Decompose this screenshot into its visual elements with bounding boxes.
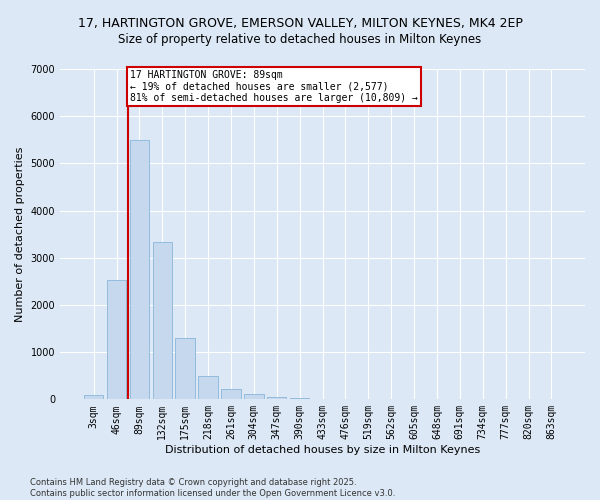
- Bar: [84, 395, 103, 400]
- Bar: [130, 140, 149, 400]
- Bar: [290, 398, 310, 400]
- Text: 17 HARTINGTON GROVE: 89sqm
← 19% of detached houses are smaller (2,577)
81% of s: 17 HARTINGTON GROVE: 89sqm ← 19% of deta…: [130, 70, 418, 103]
- Bar: [221, 389, 241, 400]
- Y-axis label: Number of detached properties: Number of detached properties: [15, 146, 25, 322]
- X-axis label: Distribution of detached houses by size in Milton Keynes: Distribution of detached houses by size …: [165, 445, 480, 455]
- Bar: [199, 376, 218, 400]
- Bar: [244, 394, 263, 400]
- Text: 17, HARTINGTON GROVE, EMERSON VALLEY, MILTON KEYNES, MK4 2EP: 17, HARTINGTON GROVE, EMERSON VALLEY, MI…: [77, 18, 523, 30]
- Text: Size of property relative to detached houses in Milton Keynes: Size of property relative to detached ho…: [118, 32, 482, 46]
- Bar: [267, 396, 286, 400]
- Bar: [107, 280, 126, 400]
- Bar: [175, 338, 195, 400]
- Text: Contains HM Land Registry data © Crown copyright and database right 2025.
Contai: Contains HM Land Registry data © Crown c…: [30, 478, 395, 498]
- Bar: [152, 242, 172, 400]
